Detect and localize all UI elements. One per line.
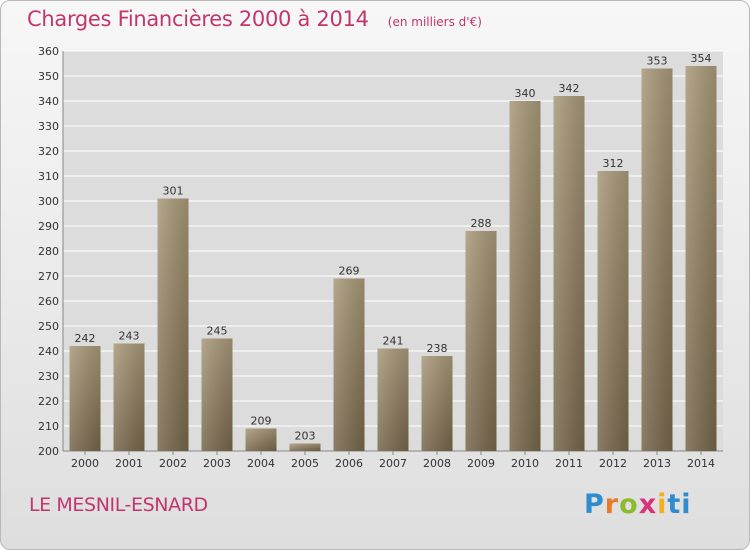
bar-shade: [157, 198, 189, 451]
x-tick-label: 2005: [291, 457, 319, 470]
chart-title: Charges Financières 2000 à 2014: [27, 7, 369, 31]
chart-title-block: Charges Financières 2000 à 2014 (en mill…: [27, 7, 482, 31]
x-tick-label: 2009: [467, 457, 495, 470]
y-tick-label: 280: [38, 245, 59, 258]
x-tick-label: 2006: [335, 457, 363, 470]
bar-value-label: 243: [119, 330, 140, 343]
x-tick-label: 2001: [115, 457, 143, 470]
x-tick-label: 2013: [643, 457, 671, 470]
x-tick-label: 2003: [203, 457, 231, 470]
x-tick-label: 2000: [71, 457, 99, 470]
bar-value-label: 242: [75, 332, 96, 345]
y-tick-label: 300: [38, 195, 59, 208]
y-tick-label: 290: [38, 220, 59, 233]
bar-shade: [641, 68, 673, 451]
y-tick-label: 200: [38, 445, 59, 458]
bar-shade: [597, 171, 629, 451]
bar-shade: [421, 356, 453, 451]
bar-shade: [509, 101, 541, 451]
proxiti-logo: Proxiti: [584, 489, 692, 520]
bar-shade: [685, 66, 717, 451]
logo-letter: x: [638, 489, 658, 520]
bar-value-label: 241: [383, 335, 404, 348]
logo-letter: P: [584, 489, 605, 520]
bar-shade: [553, 96, 585, 451]
bar-value-label: 209: [251, 415, 272, 428]
city-name: LE MESNIL-ESNARD: [29, 494, 208, 516]
bar-shade: [333, 278, 365, 451]
logo-letter: r: [604, 489, 620, 520]
y-tick-label: 210: [38, 420, 59, 433]
chart-subtitle: (en milliers d'€): [387, 15, 482, 29]
bar-value-label: 203: [295, 430, 316, 443]
x-tick-label: 2008: [423, 457, 451, 470]
y-tick-label: 320: [38, 145, 59, 158]
bar-value-label: 354: [691, 52, 712, 65]
bar-value-label: 269: [339, 265, 360, 278]
logo-letter: o: [619, 489, 639, 520]
x-tick-label: 2012: [599, 457, 627, 470]
bar-value-label: 342: [559, 82, 580, 95]
y-tick-label: 350: [38, 70, 59, 83]
logo-letter: ti: [667, 489, 692, 520]
y-tick-label: 330: [38, 120, 59, 133]
bar-value-label: 312: [603, 157, 624, 170]
y-tick-label: 340: [38, 95, 59, 108]
x-tick-label: 2002: [159, 457, 187, 470]
bar-shade: [69, 346, 101, 451]
bar-shade: [245, 428, 277, 451]
y-tick-label: 240: [38, 345, 59, 358]
x-tick-label: 2010: [511, 457, 539, 470]
x-tick-label: 2014: [687, 457, 715, 470]
bar-value-label: 288: [471, 217, 492, 230]
y-tick-label: 230: [38, 370, 59, 383]
bar-value-label: 238: [427, 342, 448, 355]
bar-value-label: 353: [647, 55, 668, 68]
y-tick-label: 220: [38, 395, 59, 408]
y-tick-label: 260: [38, 295, 59, 308]
logo-letter: i: [657, 489, 668, 520]
x-tick-label: 2004: [247, 457, 275, 470]
bar-shade: [289, 443, 321, 451]
y-tick-label: 360: [38, 45, 59, 58]
bar-shade: [113, 343, 145, 451]
bar-shade: [201, 338, 233, 451]
x-tick-label: 2011: [555, 457, 583, 470]
y-tick-label: 310: [38, 170, 59, 183]
bar-value-label: 301: [163, 185, 184, 198]
bar-shade: [465, 231, 497, 451]
y-tick-label: 250: [38, 320, 59, 333]
bar-shade: [377, 348, 409, 451]
bar-value-label: 340: [515, 87, 536, 100]
bar-value-label: 245: [207, 325, 228, 338]
x-tick-label: 2007: [379, 457, 407, 470]
y-tick-label: 270: [38, 270, 59, 283]
